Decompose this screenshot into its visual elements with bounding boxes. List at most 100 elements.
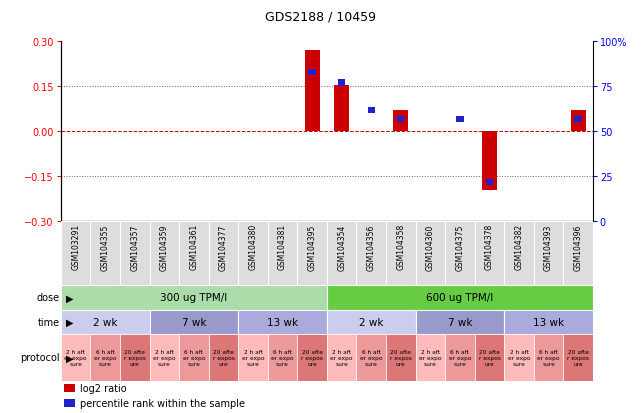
Text: GSM104375: GSM104375 <box>455 224 465 270</box>
Bar <box>63 399 75 407</box>
Text: 6 h aft
er expo
sure: 6 h aft er expo sure <box>537 349 560 366</box>
Bar <box>394 111 408 132</box>
Text: dose: dose <box>37 293 60 303</box>
Bar <box>456 116 463 123</box>
Text: 2 h aft
er expo
sure: 2 h aft er expo sure <box>153 349 176 366</box>
Bar <box>209 334 238 381</box>
Text: 13 wk: 13 wk <box>533 317 564 327</box>
Text: GSM104381: GSM104381 <box>278 224 287 270</box>
Bar <box>386 334 415 381</box>
Bar <box>61 222 90 286</box>
Text: GSM104382: GSM104382 <box>515 224 524 270</box>
Text: 20 afte
r expos
ure: 20 afte r expos ure <box>390 349 412 366</box>
Bar <box>445 334 475 381</box>
Bar <box>179 334 209 381</box>
Text: ▶: ▶ <box>66 293 74 303</box>
Text: 2 h aft
er expo
sure: 2 h aft er expo sure <box>65 349 87 366</box>
Bar <box>415 310 504 334</box>
Bar <box>327 310 415 334</box>
Bar <box>486 179 493 185</box>
Text: GSM104396: GSM104396 <box>574 224 583 270</box>
Bar <box>308 69 316 76</box>
Text: GSM104380: GSM104380 <box>249 224 258 270</box>
Bar <box>563 334 593 381</box>
Bar <box>356 222 386 286</box>
Text: protocol: protocol <box>20 352 60 363</box>
Bar <box>367 107 375 114</box>
Text: 20 afte
r expos
ure: 20 afte r expos ure <box>479 349 501 366</box>
Bar <box>563 222 593 286</box>
Text: GSM104361: GSM104361 <box>189 224 199 270</box>
Text: 13 wk: 13 wk <box>267 317 298 327</box>
Bar <box>534 334 563 381</box>
Bar <box>179 222 209 286</box>
Bar <box>475 334 504 381</box>
Bar <box>238 334 268 381</box>
Text: 20 afte
r expos
ure: 20 afte r expos ure <box>213 349 235 366</box>
Bar <box>61 334 90 381</box>
Bar <box>327 222 356 286</box>
Text: time: time <box>37 317 60 327</box>
Bar <box>61 286 327 310</box>
Text: 2 h aft
er expo
sure: 2 h aft er expo sure <box>242 349 264 366</box>
Bar <box>338 80 345 87</box>
Bar <box>386 222 415 286</box>
Text: 6 h aft
er expo
sure: 6 h aft er expo sure <box>183 349 205 366</box>
Text: ▶: ▶ <box>66 352 74 363</box>
Bar <box>415 334 445 381</box>
Bar <box>90 334 120 381</box>
Bar <box>63 384 75 392</box>
Bar <box>504 222 534 286</box>
Text: GSM104357: GSM104357 <box>130 224 139 270</box>
Text: ▶: ▶ <box>66 317 74 327</box>
Bar <box>534 222 563 286</box>
Bar <box>61 310 149 334</box>
Bar <box>120 334 149 381</box>
Text: 6 h aft
er expo
sure: 6 h aft er expo sure <box>360 349 383 366</box>
Text: GSM104377: GSM104377 <box>219 224 228 270</box>
Text: 6 h aft
er expo
sure: 6 h aft er expo sure <box>271 349 294 366</box>
Bar <box>238 222 268 286</box>
Text: 7 wk: 7 wk <box>181 317 206 327</box>
Bar <box>297 222 327 286</box>
Bar <box>504 334 534 381</box>
Text: log2 ratio: log2 ratio <box>79 383 126 393</box>
Text: 6 h aft
er expo
sure: 6 h aft er expo sure <box>449 349 471 366</box>
Bar <box>327 334 356 381</box>
Bar <box>149 334 179 381</box>
Bar <box>149 222 179 286</box>
Text: 2 h aft
er expo
sure: 2 h aft er expo sure <box>419 349 442 366</box>
Text: GSM104356: GSM104356 <box>367 224 376 270</box>
Text: 300 ug TPM/l: 300 ug TPM/l <box>160 293 228 303</box>
Text: GSM103291: GSM103291 <box>71 224 80 270</box>
Bar <box>397 116 404 123</box>
Text: 7 wk: 7 wk <box>447 317 472 327</box>
Text: GSM104359: GSM104359 <box>160 224 169 270</box>
Text: GSM104395: GSM104395 <box>308 224 317 270</box>
Bar <box>238 310 327 334</box>
Text: 2 wk: 2 wk <box>93 317 117 327</box>
Bar <box>120 222 149 286</box>
Text: GSM104393: GSM104393 <box>544 224 553 270</box>
Bar <box>415 222 445 286</box>
Bar <box>209 222 238 286</box>
Bar <box>149 310 238 334</box>
Bar <box>268 334 297 381</box>
Text: 600 ug TPM/l: 600 ug TPM/l <box>426 293 494 303</box>
Bar <box>297 334 327 381</box>
Text: 2 wk: 2 wk <box>359 317 383 327</box>
Bar <box>90 222 120 286</box>
Bar <box>445 222 475 286</box>
Bar <box>570 111 585 132</box>
Bar <box>304 51 319 132</box>
Bar <box>504 310 593 334</box>
Bar <box>268 222 297 286</box>
Text: 2 h aft
er expo
sure: 2 h aft er expo sure <box>508 349 530 366</box>
Text: 6 h aft
er expo
sure: 6 h aft er expo sure <box>94 349 117 366</box>
Bar <box>574 116 582 123</box>
Text: 20 afte
r expos
ure: 20 afte r expos ure <box>301 349 323 366</box>
Text: 2 h aft
er expo
sure: 2 h aft er expo sure <box>331 349 353 366</box>
Text: GSM104358: GSM104358 <box>396 224 405 270</box>
Text: GSM104355: GSM104355 <box>101 224 110 270</box>
Bar <box>356 334 386 381</box>
